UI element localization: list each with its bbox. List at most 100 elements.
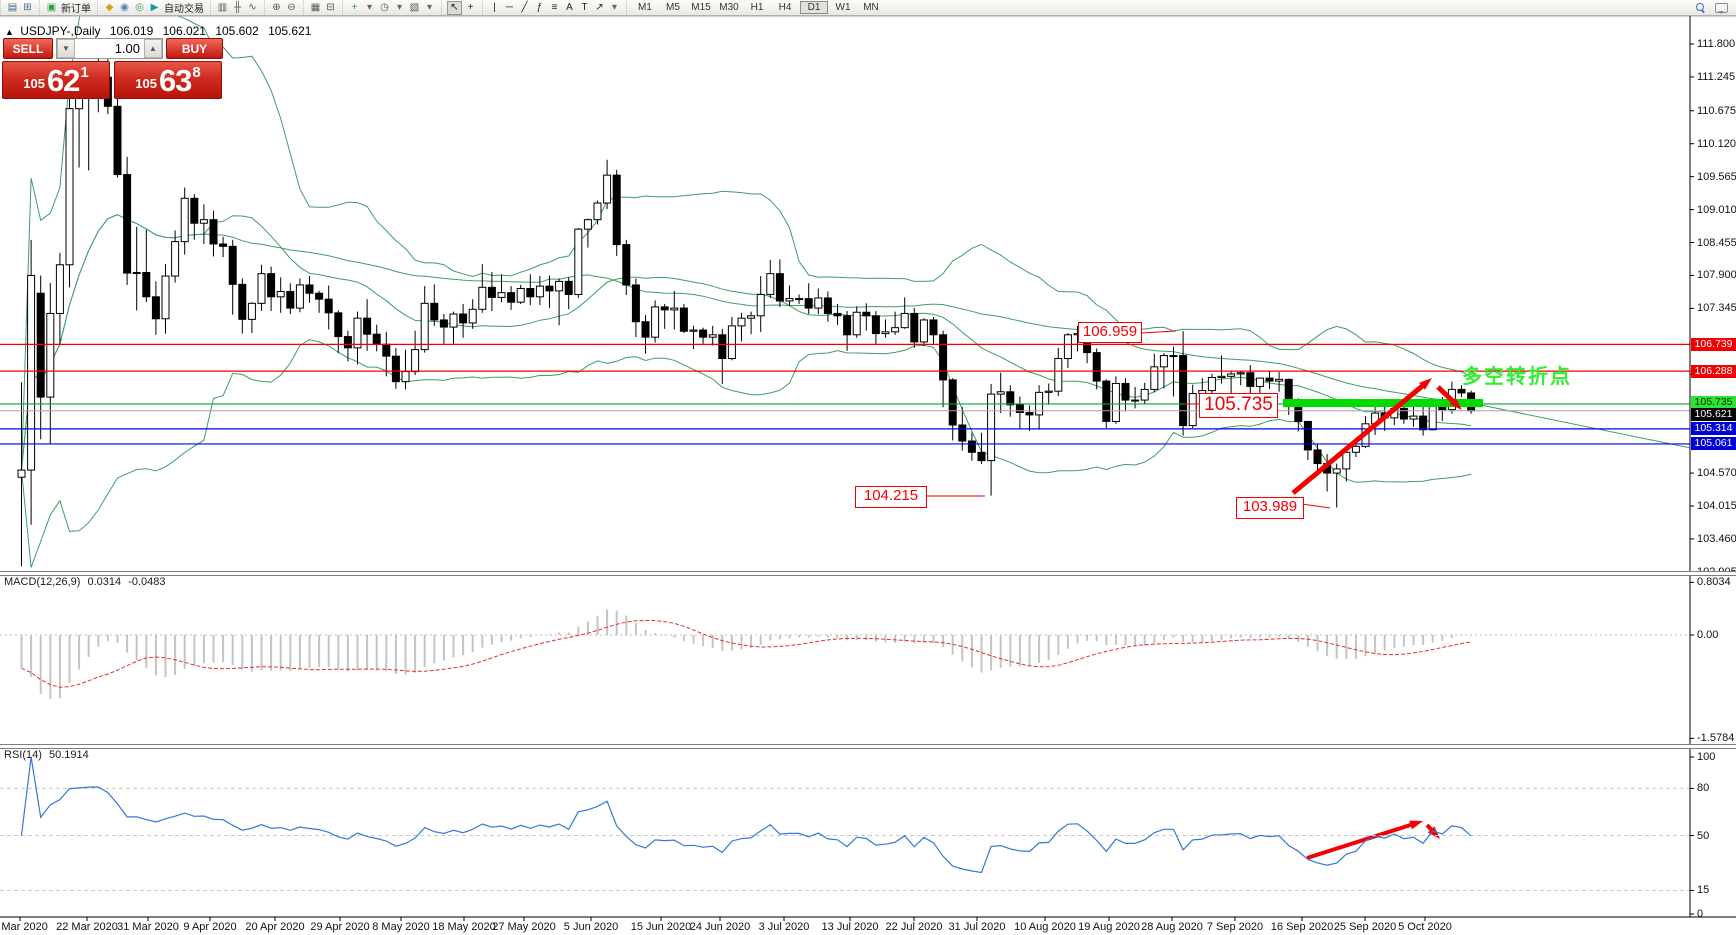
support-zone-band[interactable]	[1283, 399, 1483, 407]
rsi-trend-arrow	[1306, 821, 1417, 860]
timeframe-button-m5[interactable]: M5	[666, 2, 680, 13]
candle-body	[727, 325, 736, 360]
styler-icon[interactable]: ◆	[105, 1, 114, 13]
volume-up-button[interactable]: ▲	[144, 39, 162, 58]
horizontal-line-icon[interactable]: ─	[505, 1, 514, 13]
timeframe-button-h4[interactable]: H4	[778, 2, 792, 13]
dropdown-icon[interactable]: ▾	[366, 1, 373, 13]
candle-body	[257, 273, 266, 304]
volume-down-button[interactable]: ▼	[57, 39, 75, 58]
periods-icon[interactable]: ◷	[380, 1, 389, 13]
axis-price-flag: 106.739	[1691, 337, 1736, 351]
candle-body	[286, 290, 295, 309]
candle-body	[430, 302, 439, 321]
date-tick-label: 22 Jul 2020	[885, 921, 943, 933]
candle-body	[1159, 355, 1168, 368]
autotrading-icon[interactable]: ▶	[150, 1, 159, 13]
crosshair-icon[interactable]: +	[467, 1, 474, 13]
buy-price-panel[interactable]: 105 63 8	[114, 61, 222, 99]
candle-body	[718, 334, 727, 360]
macd-pane-separator[interactable]	[0, 571, 1736, 576]
moving-average-line	[21, 214, 1690, 471]
dropdown-icon[interactable]: ▾	[611, 1, 618, 13]
template-icon[interactable]: ▧	[409, 1, 420, 13]
candle-body	[324, 298, 333, 314]
line-chart-icon[interactable]: ∿	[248, 1, 257, 13]
timeframe-button-m30[interactable]: M30	[719, 2, 739, 13]
arrows-icon[interactable]: ↗	[595, 1, 604, 13]
candle-body	[382, 343, 391, 357]
fibonacci-icon[interactable]: ƒ	[536, 1, 543, 13]
candle-body	[1428, 402, 1437, 431]
candle-body	[910, 312, 919, 343]
buy-button[interactable]: BUY	[166, 38, 223, 59]
toolbar-group: ▤ ⊞	[0, 0, 39, 15]
candle-body	[343, 336, 352, 349]
trendline-icon[interactable]: ╱	[521, 1, 528, 13]
volume-value[interactable]: 1.00	[114, 41, 140, 56]
sell-button[interactable]: SELL	[3, 38, 53, 59]
bar-chart-icon[interactable]: ▥	[217, 1, 228, 13]
ohlc-low: 105.602	[215, 24, 259, 38]
candle-body	[1332, 468, 1341, 474]
zoom-in-icon[interactable]: ⊕	[272, 1, 281, 13]
date-tick-label: 24 Jun 2020	[689, 921, 751, 933]
timeframe-button-d1[interactable]: D1	[800, 1, 828, 14]
dropdown-icon[interactable]: ▾	[396, 1, 403, 13]
publisher-icon[interactable]: ◉	[120, 1, 129, 13]
candle-body	[814, 297, 823, 309]
candle-body	[439, 319, 448, 328]
price-label-low-september[interactable]: 103.989	[1236, 497, 1304, 519]
candle-body	[862, 311, 871, 317]
signals-icon[interactable]: ◎	[135, 1, 144, 13]
candle-body	[497, 292, 506, 298]
date-tick-label: 2 Mar 2020	[0, 921, 48, 933]
date-tick-label: 18 May 2020	[432, 921, 496, 933]
candle-body	[1006, 391, 1015, 406]
candle-body	[967, 440, 976, 453]
price-label-low-july[interactable]: 104.215	[855, 486, 927, 508]
rsi-value: 50.1914	[48, 749, 89, 761]
price-tick-label: 103.460	[1697, 532, 1736, 545]
profiles-icon[interactable]: ⊞	[23, 1, 32, 13]
timeframe-button-m15[interactable]: M15	[691, 2, 711, 13]
new-chart-icon[interactable]: ▤	[7, 1, 18, 13]
candle-body	[737, 317, 746, 327]
candle-body	[391, 355, 400, 383]
candle-body	[516, 288, 525, 303]
symbol-ohlc-header: ▲ USDJPY-,Daily 106.019 106.021 105.602 …	[5, 24, 311, 38]
candle-chart-icon[interactable]: ╫	[233, 1, 242, 13]
collapse-arrow-icon[interactable]: ▲	[5, 27, 14, 37]
price-label-high[interactable]: 106.959	[1078, 322, 1142, 343]
ohlc-close: 105.621	[268, 24, 312, 38]
label-connector-line	[1139, 330, 1177, 334]
macd-axis-label: 0.8034	[1697, 576, 1731, 589]
timeframe-button-w1[interactable]: W1	[835, 2, 851, 13]
chat-icon[interactable]	[1715, 2, 1728, 14]
text-icon[interactable]: A	[566, 1, 573, 13]
text-label-icon[interactable]: T	[581, 1, 588, 13]
sell-price-panel[interactable]: 105 62 1	[2, 61, 110, 99]
candle-body	[708, 334, 717, 338]
price-label-pivot[interactable]: 105.735	[1199, 393, 1278, 418]
price-tick-label: 107.900	[1697, 269, 1736, 282]
fibo-levels-icon[interactable]: ≡	[551, 1, 558, 13]
dropdown-icon[interactable]: ▾	[426, 1, 433, 13]
zoom-out-icon[interactable]: ⊖	[287, 1, 296, 13]
timeframe-button-h1[interactable]: H1	[750, 2, 764, 13]
new-order-icon[interactable]: ▣	[46, 1, 57, 13]
add-indicator-icon[interactable]: +	[351, 1, 358, 13]
cascade-windows-icon[interactable]: ⊟	[326, 1, 335, 13]
timeframe-button-m1[interactable]: M1	[638, 2, 652, 13]
price-tick-label: 104.570	[1697, 467, 1736, 480]
candle-body	[276, 290, 285, 298]
timeframe-button-mn[interactable]: MN	[863, 2, 879, 13]
search-icon[interactable]	[1696, 3, 1705, 13]
tile-windows-icon[interactable]: ▦	[310, 1, 321, 13]
chinese-note-text[interactable]: 多空转折点	[1462, 366, 1572, 388]
cursor-icon[interactable]: ↖	[447, 0, 462, 15]
candle-body	[1179, 355, 1188, 427]
rsi-pane-separator[interactable]	[0, 744, 1736, 749]
toolbar-group: + ▾ ◷ ▾ ▧ ▾	[342, 0, 441, 15]
vertical-line-icon[interactable]: |	[493, 1, 496, 13]
